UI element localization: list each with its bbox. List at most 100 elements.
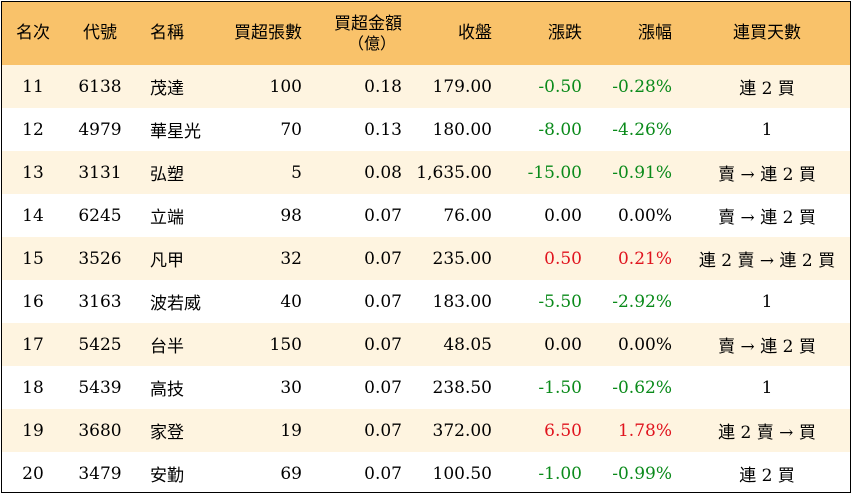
table-row: 16 3163 波若威 40 0.07 183.00 -5.50 -2.92% 1 bbox=[2, 280, 850, 323]
cell-close: 372.00 bbox=[432, 420, 492, 441]
table-body: 11 6138 茂達 100 0.18 179.00 -0.50 -0.28% 連 2 買 12 4… bbox=[2, 65, 850, 492]
cell-pct-change: 0.00% bbox=[617, 205, 672, 226]
header-change: 漲跌 bbox=[548, 23, 582, 43]
cell-change: -5.50 bbox=[538, 291, 582, 312]
cell-close: 1,635.00 bbox=[416, 162, 492, 183]
cell-rank: 19 bbox=[22, 420, 44, 441]
cell-net-buy-amount: 0.13 bbox=[364, 119, 402, 140]
cell-net-buy-lots: 150 bbox=[269, 334, 302, 355]
cell-net-buy-amount: 0.07 bbox=[364, 334, 402, 355]
cell-code: 5425 bbox=[78, 334, 122, 355]
cell-change: -0.50 bbox=[538, 76, 582, 97]
cell-pct-change: 0.00% bbox=[617, 334, 672, 355]
table-row: 11 6138 茂達 100 0.18 179.00 -0.50 -0.28% 連 2 買 bbox=[2, 65, 850, 108]
table-header-row: 名次 代號 名稱 買超張數 買超金額 （億） 收盤 漲跌 漲幅 連買天數 bbox=[2, 2, 850, 65]
cell-net-buy-amount: 0.07 bbox=[364, 420, 402, 441]
cell-name: 安勤 bbox=[150, 466, 184, 486]
cell-name: 茂達 bbox=[150, 79, 184, 99]
cell-rank: 14 bbox=[22, 205, 44, 226]
cell-pct-change: -4.26% bbox=[612, 119, 672, 140]
table-row: 19 3680 家登 19 0.07 372.00 6.50 1.78% 連 2 賣 → 買 bbox=[2, 409, 850, 452]
cell-change: -1.00 bbox=[538, 463, 582, 484]
header-close: 收盤 bbox=[458, 23, 492, 43]
header-rank: 名次 bbox=[16, 23, 50, 43]
cell-net-buy-lots: 69 bbox=[280, 463, 302, 484]
cell-pct-change: -0.28% bbox=[612, 76, 672, 97]
cell-change: 0.50 bbox=[544, 248, 582, 269]
table-row: 13 3131 弘塑 5 0.08 1,635.00 -15.00 -0.91% 賣 → 連 2… bbox=[2, 151, 850, 194]
header-net-buy-amount-line2: （億） bbox=[347, 33, 396, 53]
cell-net-buy-amount: 0.07 bbox=[364, 463, 402, 484]
table-row: 18 5439 高技 30 0.07 238.50 -1.50 -0.62% 1 bbox=[2, 366, 850, 409]
cell-name: 波若威 bbox=[150, 294, 201, 314]
cell-net-buy-lots: 30 bbox=[280, 377, 302, 398]
cell-change: -15.00 bbox=[527, 162, 582, 183]
cell-code: 3680 bbox=[78, 420, 122, 441]
cell-net-buy-lots: 40 bbox=[280, 291, 302, 312]
cell-code: 3163 bbox=[78, 291, 122, 312]
cell-net-buy-amount: 0.18 bbox=[364, 76, 402, 97]
cell-code: 3131 bbox=[78, 162, 122, 183]
cell-code: 3479 bbox=[78, 463, 122, 484]
cell-close: 183.00 bbox=[432, 291, 492, 312]
cell-pct-change: -0.62% bbox=[612, 377, 672, 398]
cell-pct-change: -2.92% bbox=[612, 291, 672, 312]
header-streak: 連買天數 bbox=[733, 23, 801, 43]
cell-name: 凡甲 bbox=[150, 251, 184, 271]
cell-streak: 連 2 賣 → 買 bbox=[718, 423, 816, 443]
cell-close: 238.50 bbox=[432, 377, 492, 398]
header-pct-change: 漲幅 bbox=[638, 23, 672, 43]
cell-name: 立端 bbox=[150, 208, 184, 228]
cell-streak: 1 bbox=[761, 377, 773, 398]
cell-rank: 12 bbox=[22, 119, 44, 140]
header-net-buy-lots: 買超張數 bbox=[234, 23, 302, 43]
table-row: 15 3526 凡甲 32 0.07 235.00 0.50 0.21% 連 2 賣 → 連 2… bbox=[2, 237, 850, 280]
cell-change: -1.50 bbox=[538, 377, 582, 398]
cell-net-buy-amount: 0.07 bbox=[364, 291, 402, 312]
table-row: 17 5425 台半 150 0.07 48.05 0.00 0.00% 賣 → 連 2 買 bbox=[2, 323, 850, 366]
cell-close: 48.05 bbox=[443, 334, 492, 355]
cell-net-buy-amount: 0.08 bbox=[364, 162, 402, 183]
table-row: 12 4979 華星光 70 0.13 180.00 -8.00 -4.26% 1 bbox=[2, 108, 850, 151]
cell-close: 100.50 bbox=[432, 463, 492, 484]
cell-net-buy-amount: 0.07 bbox=[364, 377, 402, 398]
cell-name: 家登 bbox=[150, 423, 184, 443]
cell-pct-change: 1.78% bbox=[617, 420, 672, 441]
cell-net-buy-amount: 0.07 bbox=[364, 205, 402, 226]
cell-close: 235.00 bbox=[432, 248, 492, 269]
cell-streak: 1 bbox=[761, 291, 773, 312]
cell-pct-change: -0.91% bbox=[612, 162, 672, 183]
cell-rank: 18 bbox=[22, 377, 44, 398]
cell-code: 3526 bbox=[78, 248, 122, 269]
cell-close: 179.00 bbox=[432, 76, 492, 97]
cell-code: 6138 bbox=[78, 76, 122, 97]
table-row: 14 6245 立端 98 0.07 76.00 0.00 0.00% 賣 → 連 2 買 bbox=[2, 194, 850, 237]
cell-net-buy-lots: 100 bbox=[269, 76, 302, 97]
cell-code: 5439 bbox=[78, 377, 122, 398]
cell-name: 高技 bbox=[150, 380, 184, 400]
cell-rank: 17 bbox=[22, 334, 44, 355]
cell-pct-change: -0.99% bbox=[612, 463, 672, 484]
cell-streak: 賣 → 連 2 買 bbox=[718, 208, 816, 228]
cell-close: 76.00 bbox=[443, 205, 492, 226]
cell-close: 180.00 bbox=[432, 119, 492, 140]
cell-net-buy-amount: 0.07 bbox=[364, 248, 402, 269]
header-net-buy-amount: 買超金額 （億） bbox=[312, 2, 412, 65]
cell-net-buy-lots: 98 bbox=[280, 205, 302, 226]
cell-change: -8.00 bbox=[538, 119, 582, 140]
cell-streak: 賣 → 連 2 買 bbox=[718, 337, 816, 357]
header-name: 名稱 bbox=[150, 23, 184, 43]
cell-net-buy-lots: 5 bbox=[291, 162, 302, 183]
cell-rank: 11 bbox=[22, 76, 44, 97]
cell-change: 0.00 bbox=[544, 334, 582, 355]
cell-streak: 連 2 買 bbox=[739, 466, 795, 486]
cell-streak: 連 2 賣 → 連 2 買 bbox=[698, 251, 836, 271]
cell-streak: 連 2 買 bbox=[739, 79, 795, 99]
cell-code: 6245 bbox=[78, 205, 122, 226]
cell-streak: 賣 → 連 2 買 bbox=[718, 165, 816, 185]
cell-net-buy-lots: 19 bbox=[280, 420, 302, 441]
cell-net-buy-lots: 70 bbox=[280, 119, 302, 140]
cell-change: 0.00 bbox=[544, 205, 582, 226]
